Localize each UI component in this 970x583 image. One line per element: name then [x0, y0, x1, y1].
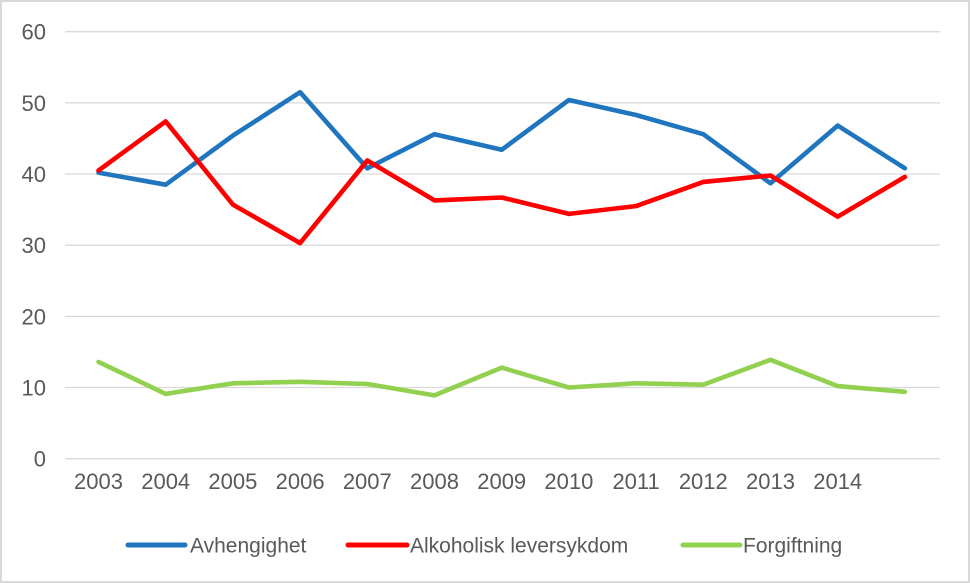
x-axis-tick-label: 2009 [477, 469, 526, 494]
legend-item-forgiftning: Forgiftning [680, 535, 842, 558]
y-axis-tick-label: 50 [22, 91, 46, 116]
legend-label: Forgiftning [743, 535, 842, 558]
x-axis-tick-label: 2010 [544, 469, 593, 494]
x-axis-tick-label: 2006 [276, 469, 325, 494]
x-axis-tick-label: 2007 [343, 469, 392, 494]
x-axis-tick-label: 2012 [679, 469, 728, 494]
x-axis-tick-label: 2005 [208, 469, 257, 494]
y-axis: 0 10 20 30 40 50 60 [22, 20, 46, 472]
x-axis: 2003 2004 2005 2006 2007 2008 2009 2010 2011 2012… [74, 469, 862, 494]
y-axis-tick-label: 20 [22, 304, 46, 329]
legend: Avhengighet Alkoholisk leversykdom Forgift… [125, 535, 842, 558]
x-axis-tick-label: 2008 [410, 469, 459, 494]
x-axis-tick-label: 2004 [141, 469, 190, 494]
y-axis-tick-label: 40 [22, 162, 46, 187]
series-line-alkoholisk-leversykdom [96, 119, 908, 246]
y-axis-tick-label: 30 [22, 233, 46, 258]
x-axis-tick-label: 2013 [746, 469, 795, 494]
series-line-avhengighet [96, 89, 908, 187]
y-axis-tick-label: 0 [34, 447, 46, 472]
legend-item-alkoholisk-leversykdom: Alkoholisk leversykdom [345, 535, 628, 558]
legend-label: Avhengighet [190, 535, 307, 558]
x-axis-tick-label: 2011 [612, 469, 659, 494]
x-axis-tick-label: 2014 [813, 469, 862, 494]
y-axis-tick-label: 10 [22, 375, 46, 400]
gridlines [65, 31, 940, 460]
series-line-forgiftning [96, 357, 908, 398]
legend-item-avhengighet: Avhengighet [125, 535, 307, 558]
y-axis-tick-label: 60 [22, 20, 46, 45]
x-axis-tick-label: 2003 [74, 469, 123, 494]
legend-label: Alkoholisk leversykdom [410, 535, 628, 558]
